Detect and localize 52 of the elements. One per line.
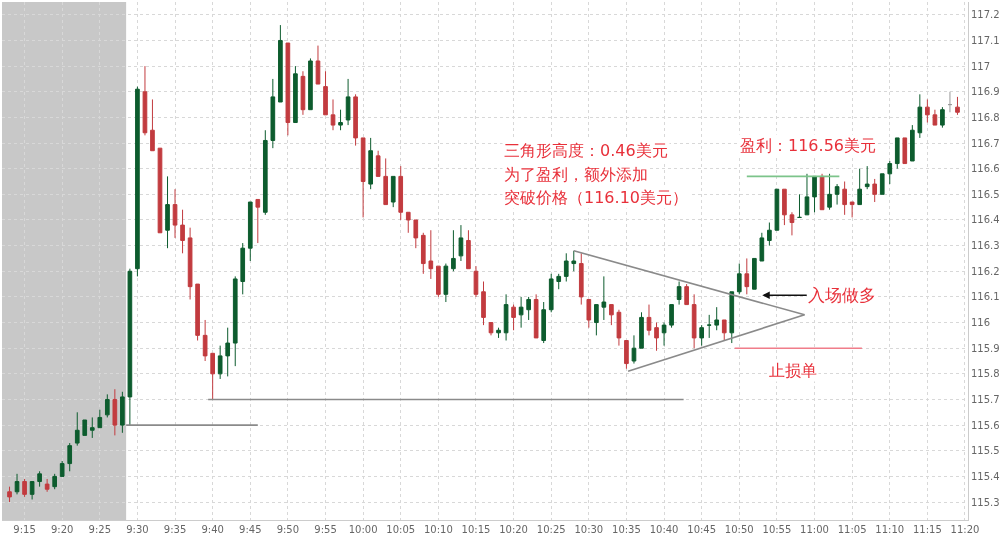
x-tick-label: 10:55	[762, 524, 792, 535]
x-tick-label: 9:50	[276, 524, 300, 535]
x-tick-label: 9:35	[163, 524, 187, 535]
y-tick-label: 115.3	[971, 496, 1000, 508]
y-tick-label: 116.8	[971, 111, 1000, 123]
x-tick-label: 10:40	[649, 524, 679, 535]
x-tick-label: 9:55	[314, 524, 337, 535]
y-tick-label: 115.5	[971, 445, 1000, 457]
x-tick-label: 9:25	[88, 524, 112, 535]
annotation: 三角形高度：0.46美元	[504, 141, 668, 160]
y-tick-label: 115.8	[971, 368, 1000, 380]
x-tick-label: 11:10	[875, 524, 905, 535]
x-tick-label: 9:40	[201, 524, 224, 535]
y-tick-label: 115.6	[971, 419, 1000, 431]
y-tick-label: 116	[971, 317, 991, 329]
x-tick-label: 9:30	[126, 524, 149, 535]
x-tick-label: 11:00	[800, 524, 829, 535]
x-tick-label: 9:20	[50, 524, 74, 535]
x-tick-label: 10:45	[687, 524, 717, 535]
y-tick-label: 116.3	[971, 240, 1000, 252]
x-tick-label: 11:15	[912, 524, 942, 535]
x-tick-label: 9:15	[13, 524, 36, 535]
annotation: 入场做多	[808, 285, 876, 305]
y-tick-label: 115.4	[971, 470, 1000, 482]
x-tick-label: 10:30	[574, 524, 604, 535]
x-tick-label: 10:35	[612, 524, 641, 535]
x-tick-label: 9:45	[239, 524, 262, 535]
annotation: 盈利：116.56美元	[740, 136, 876, 155]
y-tick-label: 116.5	[971, 188, 1000, 200]
y-tick-label: 117.1	[971, 34, 1000, 46]
x-tick-label: 10:20	[499, 524, 528, 535]
y-tick-label: 116.2	[971, 265, 1000, 277]
annotation: 为了盈利，额外添加	[504, 165, 648, 184]
x-tick-label: 10:05	[386, 524, 416, 535]
annotation: 突破价格（116.10美元）	[504, 188, 688, 207]
y-tick-label: 116.7	[971, 137, 1000, 149]
annotation: 止损单	[769, 361, 817, 380]
y-tick-label: 116.1	[971, 291, 1000, 303]
y-tick-label: 116.6	[971, 163, 1000, 175]
x-tick-label: 10:25	[536, 524, 566, 535]
y-tick-label: 115.7	[971, 393, 1000, 405]
x-tick-label: 10:10	[423, 524, 453, 535]
x-tick-label: 11:05	[837, 524, 867, 535]
x-tick-label: 10:50	[724, 524, 754, 535]
x-tick-label: 10:00	[348, 524, 378, 535]
y-tick-label: 117.2	[971, 9, 1000, 21]
y-tick-label: 116.9	[971, 86, 1000, 98]
x-tick-label: 11:20	[950, 524, 980, 535]
y-tick-label: 116.4	[971, 214, 1000, 226]
y-tick-label: 115.9	[971, 342, 1000, 354]
x-tick-label: 10:15	[461, 524, 491, 535]
y-tick-label: 117	[971, 60, 991, 72]
